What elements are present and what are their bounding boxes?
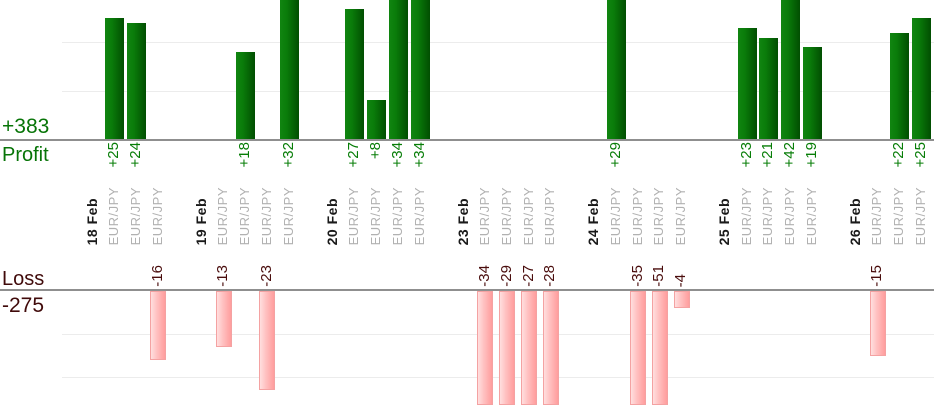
loss-gridline — [62, 334, 934, 335]
loss-bar — [521, 291, 537, 405]
loss-bar — [652, 291, 668, 405]
loss-bar-value: -13 — [214, 265, 231, 287]
symbol-label: EUR/JPY — [106, 186, 121, 245]
symbol-label: EUR/JPY — [760, 186, 775, 245]
loss-bar — [499, 291, 515, 405]
profit-bar-value: +25 — [105, 142, 122, 168]
symbol-label: EUR/JPY — [739, 186, 754, 245]
symbol-label: EUR/JPY — [608, 186, 623, 245]
symbol-label: EUR/JPY — [521, 186, 536, 245]
profit-bar — [236, 52, 255, 139]
profit-bar-value: +18 — [236, 142, 253, 168]
profit-bar-value: +34 — [411, 142, 428, 168]
loss-bar — [216, 291, 232, 347]
symbol-label: EUR/JPY — [913, 186, 928, 245]
symbol-label: EUR/JPY — [869, 186, 884, 245]
profit-bar — [607, 0, 626, 139]
profit-bar-value: +21 — [759, 142, 776, 168]
loss-bar-value: -4 — [672, 273, 689, 287]
loss-bar-value: -35 — [629, 265, 646, 287]
loss-axis-title: Loss — [2, 268, 45, 290]
profit-bar — [280, 0, 299, 139]
symbol-label: EUR/JPY — [346, 186, 361, 245]
symbol-label: EUR/JPY — [891, 186, 906, 245]
symbol-label: EUR/JPY — [412, 186, 427, 245]
symbol-label: EUR/JPY — [542, 186, 557, 245]
loss-bar — [543, 291, 559, 405]
date-label: 23 Feb — [455, 197, 471, 245]
date-label: 18 Feb — [84, 197, 100, 245]
loss-bar-value: -23 — [258, 265, 275, 287]
profit-bar-value: +23 — [738, 142, 755, 168]
symbol-label: EUR/JPY — [128, 186, 143, 245]
loss-bar-value: -15 — [868, 265, 885, 287]
profit-bar — [411, 0, 430, 139]
profit-bar — [803, 47, 822, 139]
profit-bar-value: +32 — [280, 142, 297, 168]
symbol-label: EUR/JPY — [215, 186, 230, 245]
profit-bar — [127, 23, 146, 139]
loss-bar — [477, 291, 493, 405]
profit-gridline — [62, 42, 934, 43]
symbol-label: EUR/JPY — [499, 186, 514, 245]
loss-bar-value: -16 — [149, 265, 166, 287]
symbol-label: EUR/JPY — [630, 186, 645, 245]
profit-bar-value: +34 — [389, 142, 406, 168]
profit-bar — [345, 9, 364, 139]
symbol-label: EUR/JPY — [804, 186, 819, 245]
loss-total-value: -275 — [2, 294, 45, 317]
profit-axis-line — [0, 139, 934, 141]
symbol-label: EUR/JPY — [651, 186, 666, 245]
symbol-label: EUR/JPY — [281, 186, 296, 245]
loss-bar-value: -51 — [650, 265, 667, 287]
symbol-label: EUR/JPY — [368, 186, 383, 245]
loss-bar-value: -34 — [476, 265, 493, 287]
symbol-label: EUR/JPY — [782, 186, 797, 245]
profit-bar — [912, 18, 931, 139]
profit-bar-value: +25 — [912, 142, 929, 168]
symbol-label: EUR/JPY — [477, 186, 492, 245]
loss-bar-value: -28 — [541, 265, 558, 287]
date-label: 24 Feb — [585, 197, 601, 245]
date-label: 25 Feb — [716, 197, 732, 245]
profit-bar-value: +22 — [890, 142, 907, 168]
date-label: 19 Feb — [193, 197, 209, 245]
symbol-label: EUR/JPY — [390, 186, 405, 245]
profit-bar — [389, 0, 408, 139]
loss-bar-value: -29 — [498, 265, 515, 287]
loss-axis-line — [0, 289, 934, 291]
loss-bar — [630, 291, 646, 405]
loss-bar — [259, 291, 275, 390]
loss-bar — [870, 291, 886, 356]
profit-bar-value: +27 — [345, 142, 362, 168]
symbol-label: EUR/JPY — [673, 186, 688, 245]
profit-bar — [738, 28, 757, 139]
loss-gridline — [62, 377, 934, 378]
profit-bar — [105, 18, 124, 139]
date-label: 26 Feb — [847, 197, 863, 245]
profit-axis-title: Profit — [2, 144, 49, 166]
profit-bar-value: +29 — [607, 142, 624, 168]
profit-total-value: +383 — [2, 115, 50, 138]
symbol-label: EUR/JPY — [150, 186, 165, 245]
profit-bar-value: +24 — [127, 142, 144, 168]
symbol-label: EUR/JPY — [237, 186, 252, 245]
profit-bar-value: +19 — [803, 142, 820, 168]
profit-bar-value: +42 — [781, 142, 798, 168]
profit-bar — [890, 33, 909, 139]
profit-bar-value: +8 — [367, 142, 384, 160]
symbol-label: EUR/JPY — [259, 186, 274, 245]
profit-bar — [781, 0, 800, 139]
loss-bar-value: -27 — [520, 265, 537, 287]
profit-bar — [759, 38, 778, 139]
loss-bar — [674, 291, 690, 308]
profit-gridline — [62, 91, 934, 92]
loss-bar — [150, 291, 166, 360]
profit-bar — [367, 100, 386, 139]
date-label: 20 Feb — [324, 197, 340, 245]
